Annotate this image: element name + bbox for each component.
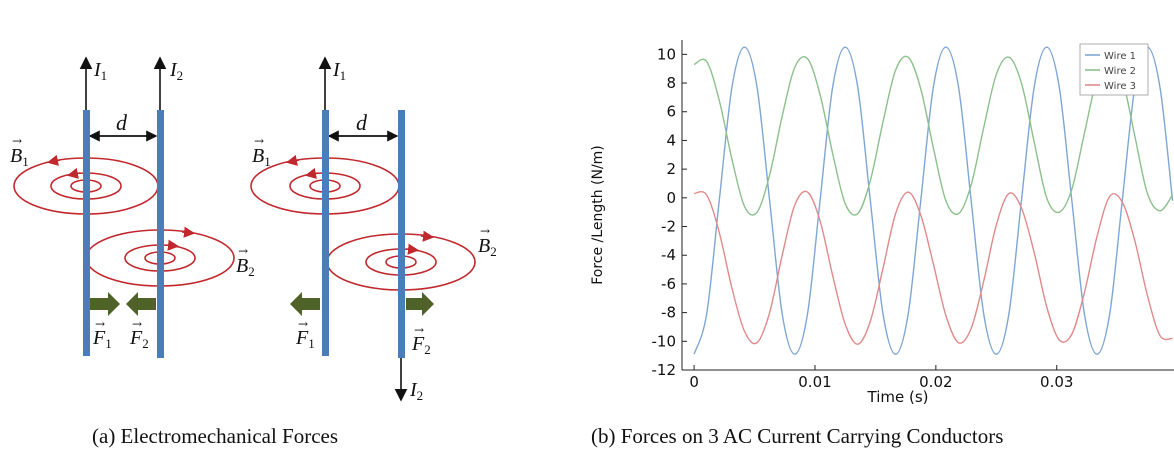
figure-b-caption: (b) Forces on 3 AC Current Carrying Cond… xyxy=(591,424,1004,448)
x-tick-label: 0.01 xyxy=(798,373,831,391)
distance-label: d xyxy=(356,110,368,135)
force-1-arrow xyxy=(90,292,120,316)
y-tick-label: 0 xyxy=(666,189,676,207)
current-2-label: I2 xyxy=(409,379,423,403)
force-1-arrow xyxy=(290,292,320,316)
vector-mark: → xyxy=(95,317,105,331)
wire-2 xyxy=(398,110,405,358)
y-tick-label: 4 xyxy=(666,131,676,149)
force-2-arrow xyxy=(406,292,434,316)
force-chart: -12 -10 -8 -6 -4 -2 0 2 4 6 8 10 0 0.01 0.02 0.03 Wire … xyxy=(590,40,1174,406)
y-tick-label: -12 xyxy=(652,361,677,379)
force-2-label: F2 xyxy=(411,333,431,357)
x-tick-label: 0.03 xyxy=(1040,373,1073,391)
series-line-wire-1 xyxy=(693,46,1174,355)
vector-mark: → xyxy=(238,244,248,258)
current-1-label: I1 xyxy=(93,59,107,83)
vector-mark: → xyxy=(254,134,264,148)
vector-mark: → xyxy=(414,323,424,337)
y-tick-label: -2 xyxy=(661,218,676,236)
x-tick-label: 0.02 xyxy=(919,373,952,391)
legend-box xyxy=(1079,43,1149,96)
current-2-label: I2 xyxy=(169,59,183,83)
vector-mark: → xyxy=(132,317,142,331)
current-1-label: I1 xyxy=(332,59,346,83)
y-tick-label: 2 xyxy=(666,160,676,178)
vector-mark: → xyxy=(12,134,22,148)
y-tick-label: 10 xyxy=(657,45,676,63)
distance-label: d xyxy=(116,110,128,135)
vector-mark: → xyxy=(480,224,490,238)
force-1-label: F1 xyxy=(92,327,112,351)
field-1-label: B1 xyxy=(252,145,271,169)
x-tick-label: 0 xyxy=(689,373,699,391)
y-tick-label: -4 xyxy=(661,246,676,264)
right-panel: I1 I2 d B1 → B2 → F1 → F2 → xyxy=(250,56,497,403)
chart-axes: -12 -10 -8 -6 -4 -2 0 2 4 6 8 10 0 0.01 0.02 0.03 xyxy=(652,40,1174,391)
chart-legend: Wire 1 Wire 2 Wire 3 xyxy=(1079,43,1149,96)
wire-1 xyxy=(83,110,90,356)
x-axis-label: Time (s) xyxy=(867,388,929,406)
y-tick-label: 6 xyxy=(666,103,676,121)
force-1-label: F1 xyxy=(295,327,315,351)
series-line-wire-3 xyxy=(693,190,1173,345)
legend-label: Wire 1 xyxy=(1104,51,1136,62)
vector-mark: → xyxy=(298,317,308,331)
y-tick-label: -6 xyxy=(661,275,676,293)
y-axis-label: Force /Length (N/m) xyxy=(590,145,606,285)
force-2-arrow xyxy=(126,292,156,316)
wire-1 xyxy=(322,110,329,356)
wire-2 xyxy=(157,110,164,358)
left-panel: I1 I2 d B1 → B2 → xyxy=(10,56,255,358)
y-tick-label: 8 xyxy=(666,74,676,92)
field-2-label: B2 xyxy=(478,235,497,259)
y-tick-label: -8 xyxy=(661,304,676,322)
field-2-label: B2 xyxy=(236,255,255,279)
force-2-label: F2 xyxy=(129,327,149,351)
electromechanical-forces-diagram: I1 I2 d B1 → B2 → xyxy=(10,56,497,403)
legend-label: Wire 3 xyxy=(1104,81,1136,92)
figure-a-caption: (a) Electromechanical Forces xyxy=(92,424,339,448)
y-tick-label: -10 xyxy=(652,332,677,350)
legend-label: Wire 2 xyxy=(1104,66,1136,77)
field-1-label: B1 xyxy=(10,145,29,169)
